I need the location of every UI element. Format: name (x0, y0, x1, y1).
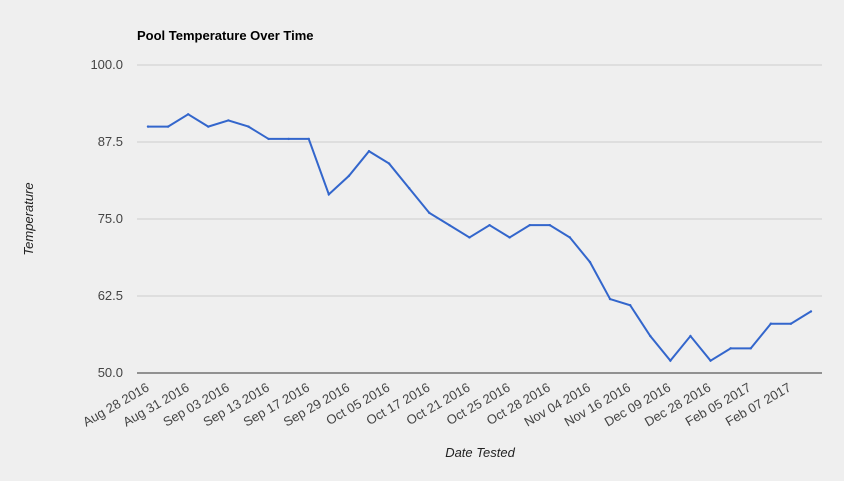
data-point (307, 137, 310, 141)
data-point (628, 304, 632, 307)
series-points (146, 113, 813, 362)
data-point (689, 334, 692, 338)
data-point (468, 236, 471, 239)
data-point (709, 359, 712, 362)
data-point (608, 297, 612, 301)
data-point (789, 322, 793, 325)
data-point (568, 236, 572, 239)
data-point (367, 150, 371, 153)
data-point (327, 193, 331, 196)
data-point (407, 187, 411, 190)
data-point (207, 125, 210, 128)
x-axis-label: Date Tested (445, 445, 515, 460)
data-point (227, 119, 230, 122)
data-point (809, 310, 813, 313)
chart-title: Pool Temperature Over Time (137, 28, 314, 43)
data-point (287, 137, 290, 141)
data-point (186, 113, 190, 116)
data-point (649, 334, 652, 338)
temperature-series-line (148, 113, 812, 363)
data-point (528, 223, 531, 227)
data-point (166, 125, 170, 128)
data-point (387, 162, 391, 165)
y-tick-label: 87.5 (98, 134, 123, 149)
data-point (749, 347, 752, 350)
data-point (267, 137, 270, 141)
y-axis-label: Temperature (21, 182, 36, 255)
data-point (588, 260, 592, 264)
data-point (146, 125, 150, 128)
data-point (729, 347, 732, 350)
data-point (548, 223, 552, 227)
y-tick-label: 62.5 (98, 288, 123, 303)
data-point (508, 236, 511, 239)
data-point (448, 223, 451, 227)
data-point (247, 125, 250, 128)
y-gridlines (137, 64, 822, 374)
y-axis-ticks: 100.0 87.5 75.0 62.5 50.0 (90, 57, 123, 380)
data-point (428, 211, 431, 215)
y-tick-label: 50.0 (98, 365, 123, 380)
y-tick-label: 75.0 (98, 211, 123, 226)
y-tick-label: 100.0 (90, 57, 123, 72)
data-point (347, 174, 351, 178)
data-point (669, 359, 672, 362)
data-point (488, 223, 491, 227)
data-point (769, 322, 773, 325)
